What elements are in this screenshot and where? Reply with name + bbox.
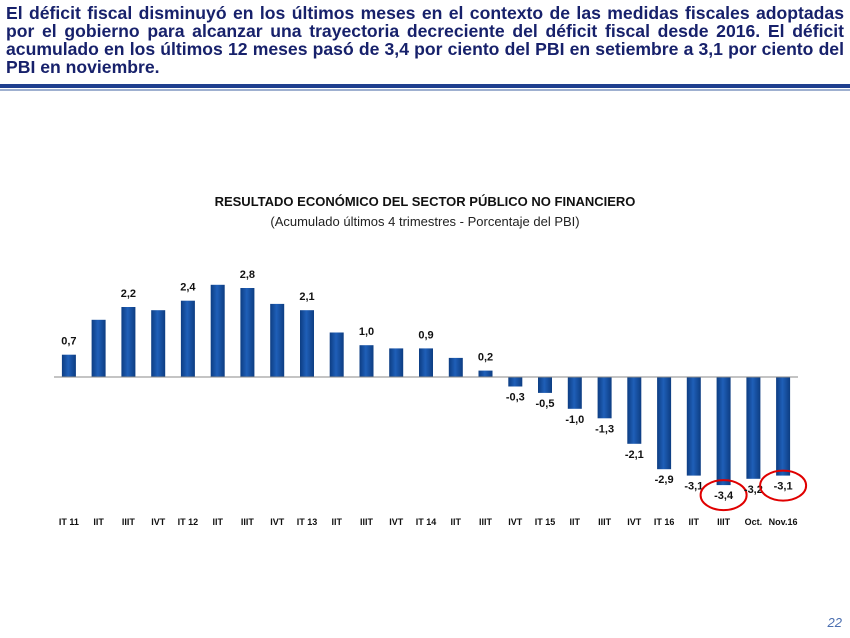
bar-8: [270, 303, 285, 377]
bar-9: [300, 310, 314, 377]
tick-label-3: IIIT: [122, 517, 136, 527]
tick-label-25: Nov.16: [769, 517, 798, 527]
chart-subtitle: (Acumulado últimos 4 trimestres - Porcen…: [270, 214, 580, 229]
bar-7: [240, 288, 255, 377]
bar-2: [91, 319, 106, 377]
tick-label-6: IIT: [212, 517, 223, 527]
data-label-18: -1,0: [565, 414, 584, 426]
tick-label-10: IIT: [331, 517, 342, 527]
header-rule: [0, 84, 850, 88]
data-label-25: -3,1: [774, 481, 793, 493]
bar-19: [597, 377, 612, 419]
tick-label-4: IVT: [151, 517, 166, 527]
tick-label-18: IIT: [570, 517, 581, 527]
tick-label-15: IIIT: [479, 517, 493, 527]
data-label-3: 2,2: [121, 288, 136, 300]
tick-label-12: IVT: [389, 517, 404, 527]
bar-6: [210, 284, 225, 377]
data-label-15: 0,2: [478, 352, 493, 364]
bar-12: [389, 348, 404, 377]
data-label-17: -0,5: [536, 398, 555, 410]
bar-20: [627, 377, 642, 444]
bar-21: [657, 377, 672, 470]
page-number: 22: [827, 615, 842, 630]
tick-label-23: IIIT: [717, 517, 731, 527]
bar-24: [746, 377, 761, 479]
headline-text: El déficit fiscal disminuyó en los últim…: [6, 3, 844, 77]
tick-label-1: IT 11: [59, 517, 79, 527]
bar-22: [686, 377, 701, 476]
bar-14: [448, 357, 463, 377]
tick-label-7: IIIT: [241, 517, 255, 527]
highlight-circle-23: [699, 479, 748, 512]
data-label-22: -3,1: [684, 481, 703, 493]
tick-label-22: IIT: [689, 517, 700, 527]
tick-label-2: IIT: [93, 517, 104, 527]
bar-23: [716, 377, 731, 486]
tick-label-21: IT 16: [654, 517, 675, 527]
header-rule-shadow: [0, 89, 850, 91]
data-label-9: 2,1: [299, 291, 314, 303]
data-label-19: -1,3: [595, 423, 614, 435]
bar-16: [508, 377, 523, 387]
data-label-20: -2,1: [625, 449, 644, 461]
data-label-7: 2,8: [240, 269, 255, 281]
bar-25: [776, 377, 791, 476]
data-label-11: 1,0: [359, 326, 374, 338]
bar-1: [61, 354, 76, 377]
highlight-circle-25: [759, 469, 808, 502]
bar-15: [478, 370, 493, 377]
data-label-23: -3,4: [714, 490, 734, 502]
tick-label-20: IVT: [627, 517, 642, 527]
tick-label-8: IVT: [270, 517, 285, 527]
bar-11: [359, 345, 374, 377]
tick-label-5: IT 12: [178, 517, 199, 527]
tick-label-17: IT 15: [535, 517, 556, 527]
tick-label-13: IT 14: [416, 517, 437, 527]
data-label-24: -3,2: [744, 484, 763, 496]
data-label-21: -2,9: [655, 474, 674, 486]
bar-10: [329, 332, 344, 377]
data-label-1: 0,7: [61, 336, 76, 348]
bar-13: [419, 348, 433, 377]
chart-title: RESULTADO ECONÓMICO DEL SECTOR PÚBLICO N…: [214, 194, 636, 209]
tick-label-16: IVT: [508, 517, 523, 527]
data-label-16: -0,3: [506, 392, 525, 404]
tick-label-9: IT 13: [297, 517, 318, 527]
tick-label-19: IIIT: [598, 517, 612, 527]
data-label-5: 2,4: [180, 282, 196, 294]
bar-5: [180, 300, 195, 377]
tick-label-11: IIIT: [360, 517, 374, 527]
bar-4: [151, 310, 166, 377]
tick-label-14: IIT: [451, 517, 462, 527]
bar-18: [567, 377, 582, 409]
bar-3: [121, 307, 136, 377]
bar-17: [538, 377, 552, 393]
data-label-13: 0,9: [418, 329, 433, 341]
tick-label-24: Oct.: [745, 517, 763, 527]
